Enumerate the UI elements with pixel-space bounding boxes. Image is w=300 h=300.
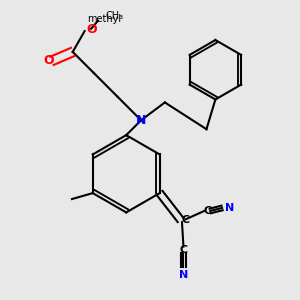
Text: N: N bbox=[179, 270, 188, 280]
Text: methyl: methyl bbox=[87, 14, 121, 24]
Text: C: C bbox=[179, 244, 188, 255]
Text: C: C bbox=[182, 215, 190, 225]
Text: C: C bbox=[203, 206, 211, 216]
Text: O: O bbox=[87, 23, 98, 36]
Text: O: O bbox=[44, 54, 54, 67]
Text: N: N bbox=[136, 114, 146, 127]
Text: N: N bbox=[225, 203, 234, 213]
Text: CH₃: CH₃ bbox=[105, 11, 124, 21]
